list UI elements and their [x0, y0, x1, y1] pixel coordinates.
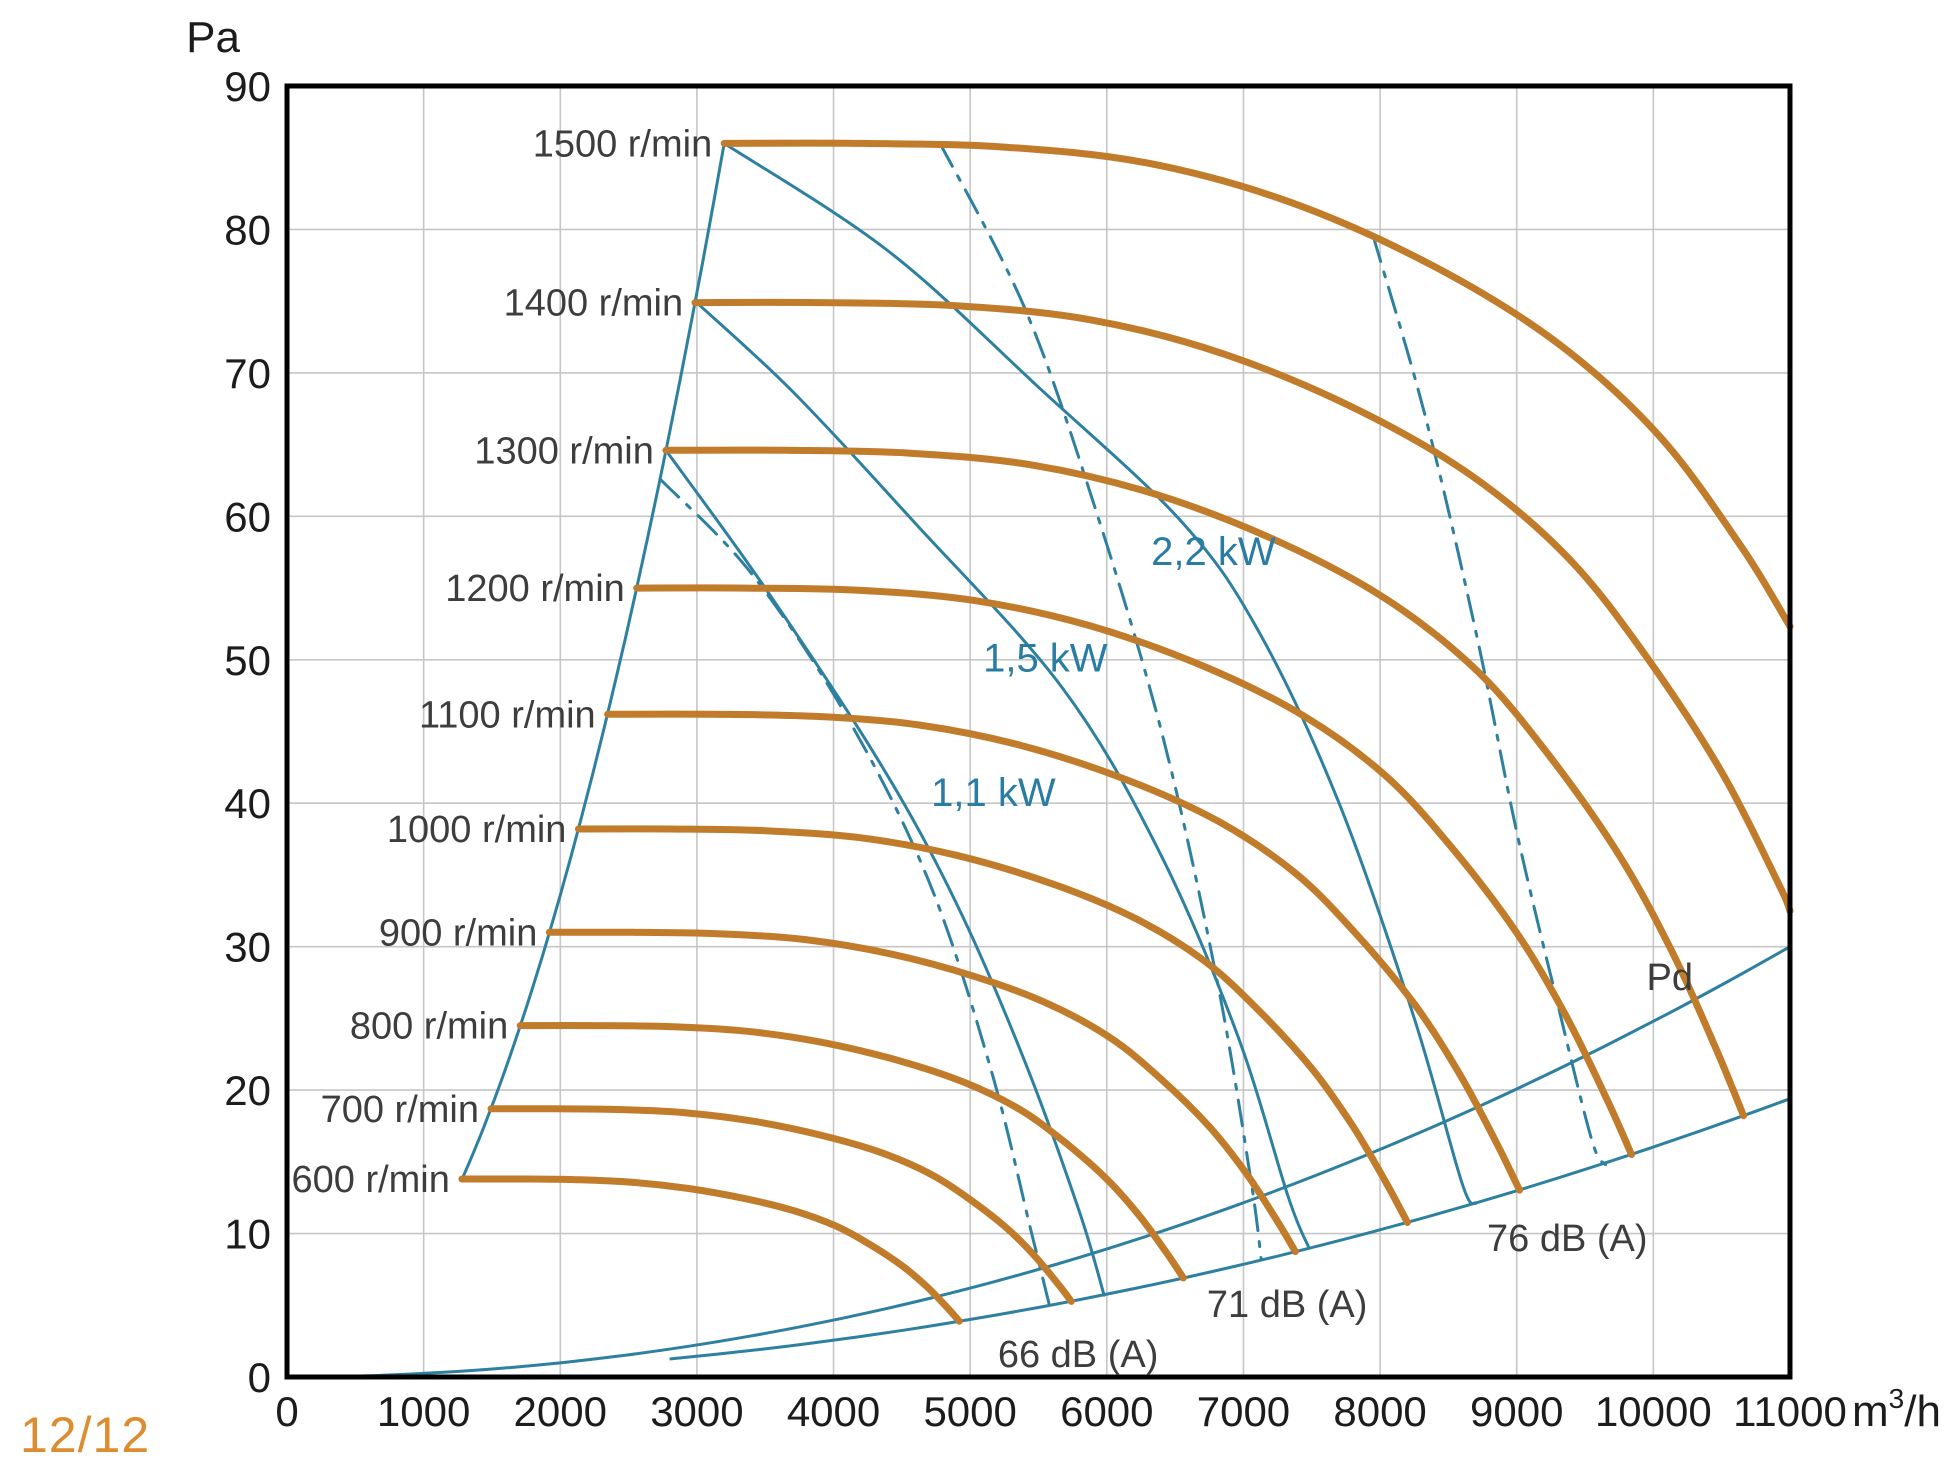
surge-line	[460, 143, 726, 1181]
x-tick-label-11000: 11000	[1733, 1388, 1847, 1435]
label-pd: Pd	[1647, 957, 1693, 999]
noise-curve-66-db-a	[658, 477, 1051, 1307]
system-curves-group	[321, 143, 1791, 1379]
label-76-db-a: 76 dB (A)	[1487, 1218, 1648, 1260]
label-1500-rmin: 1500 r/min	[533, 123, 713, 165]
y-tick-label-90: 90	[224, 63, 271, 110]
pd-curve	[321, 945, 1791, 1379]
axis-unit-labels-group: Pa m3/h	[186, 13, 1941, 1436]
x-tick-label-10000: 10000	[1595, 1388, 1712, 1435]
y-tick-label-20: 20	[224, 1067, 271, 1114]
fan-curve-1100-rmin	[604, 710, 1523, 1194]
fan-curve-1000-rmin	[574, 825, 1411, 1226]
x-tick-label-4000: 4000	[787, 1388, 880, 1435]
x-tick-label-0: 0	[275, 1388, 298, 1435]
x-tick-label-3000: 3000	[650, 1388, 743, 1435]
noise-curve-76-db-a	[1371, 235, 1607, 1167]
x-tick-label-2000: 2000	[514, 1388, 607, 1435]
label-2-2-kw: 2,2 kW	[1151, 530, 1276, 574]
x-tick-label-6000: 6000	[1060, 1388, 1153, 1435]
fan-curve-1300-rmin	[662, 446, 1747, 1120]
x-tick-label-5000: 5000	[923, 1388, 1016, 1435]
y-tick-label-60: 60	[224, 493, 271, 540]
x-axis-unit-label: m3/h	[1852, 1383, 1941, 1436]
label-1200-rmin: 1200 r/min	[445, 568, 625, 610]
label-900-rmin: 900 r/min	[379, 912, 537, 954]
label-1-1-kw: 1,1 kW	[931, 771, 1056, 815]
label-66-db-a: 66 dB (A)	[998, 1334, 1159, 1376]
plot-border	[284, 83, 1793, 1380]
grid-group	[287, 86, 1790, 1377]
y-axis-unit-label: Pa	[186, 13, 240, 62]
x-tick-label-9000: 9000	[1470, 1388, 1563, 1435]
label-600-rmin: 600 r/min	[291, 1159, 449, 1201]
label-1400-rmin: 1400 r/min	[504, 283, 684, 325]
power-curve-1-1-kw	[664, 448, 1106, 1297]
curve-labels-group: 1,1 kW 1,5 kW 2,2 kW 66 dB (A) 71 dB (A) 76 d…	[931, 530, 1693, 1376]
y-tick-label-80: 80	[224, 206, 271, 253]
fan-curve-900-rmin	[545, 928, 1299, 1256]
label-1-5-kw: 1,5 kW	[983, 636, 1108, 680]
power-curve-1-5-kw	[693, 299, 1311, 1250]
x-tick-label-8000: 8000	[1333, 1388, 1426, 1435]
power-curve-2-2-kw	[722, 141, 1478, 1206]
y-tick-label-0: 0	[248, 1354, 271, 1401]
fan-curve-1500-rmin	[720, 139, 1794, 630]
fan-curve-1200-rmin	[633, 584, 1635, 1158]
label-71-db-a: 71 dB (A)	[1207, 1284, 1368, 1326]
speed-labels-group: 600 r/min 700 r/min 800 r/min 900 r/min 1000…	[291, 123, 712, 1201]
page-indicator: 12/12	[20, 1407, 151, 1463]
tick-labels-group: 0 1000 2000 3000 4000 5000 6000 7000 8000 9000 100…	[224, 63, 1847, 1435]
fan-curve-1400-rmin	[691, 298, 1794, 915]
label-1000-rmin: 1000 r/min	[387, 809, 567, 851]
fan-curve-800-rmin	[516, 1022, 1187, 1282]
y-tick-label-10: 10	[224, 1211, 271, 1258]
y-tick-label-70: 70	[224, 350, 271, 397]
x-tick-label-1000: 1000	[377, 1388, 470, 1435]
x-tick-label-7000: 7000	[1197, 1388, 1290, 1435]
label-1300-rmin: 1300 r/min	[474, 430, 654, 472]
fan-curve-600-rmin	[458, 1175, 963, 1325]
y-tick-label-50: 50	[224, 637, 271, 684]
y-tick-label-40: 40	[224, 780, 271, 827]
fan-curve-700-rmin	[487, 1105, 1075, 1305]
label-700-rmin: 700 r/min	[321, 1089, 479, 1131]
y-tick-label-30: 30	[224, 924, 271, 971]
fan-curves-group	[458, 139, 1794, 1325]
label-1100-rmin: 1100 r/min	[419, 694, 596, 736]
label-800-rmin: 800 r/min	[350, 1006, 508, 1048]
